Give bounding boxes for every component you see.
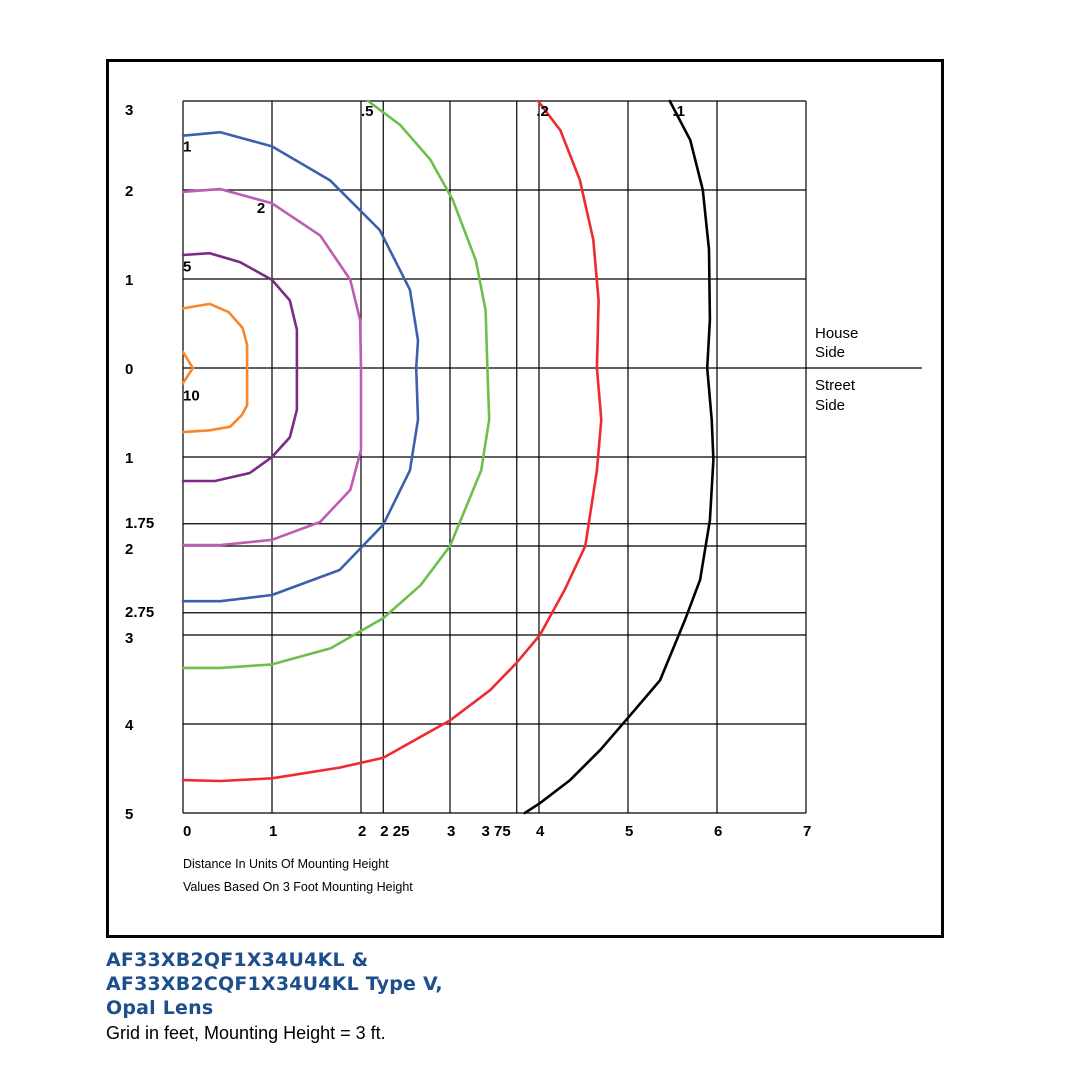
contour-label: 1	[183, 139, 191, 156]
x-axis-note: Values Based On 3 Foot Mounting Height	[183, 880, 413, 894]
street-side-label: Street	[815, 377, 856, 394]
y-tick-label: 1.75	[125, 515, 154, 532]
caption-title-line: Opal Lens	[106, 997, 214, 1019]
caption-subtitle: Grid in feet, Mounting Height = 3 ft.	[106, 1023, 386, 1043]
x-tick-label: 4	[536, 823, 545, 840]
y-tick-label: 1	[125, 272, 133, 289]
caption-title-line: AF33XB2QF1X34U4KL &	[106, 949, 369, 971]
y-tick-label: 5	[125, 806, 133, 823]
house-side-label: Side	[815, 344, 845, 361]
y-tick-label: 1	[125, 450, 133, 467]
contour-label: .1	[673, 103, 686, 120]
x-tick-label: 2	[358, 823, 366, 840]
x-axis-label: Distance In Units Of Mounting Height	[183, 857, 389, 871]
y-tick-label: 2	[125, 541, 133, 558]
contour-line-5	[181, 251, 299, 483]
x-tick-label: 0	[183, 823, 191, 840]
x-tick-label: 7	[803, 823, 811, 840]
caption-title-line: AF33XB2CQF1X34U4KL Type V,	[106, 973, 443, 995]
x-tick-label: 1	[269, 823, 277, 840]
contour-label: 2	[257, 200, 265, 217]
chart-frame	[106, 59, 944, 938]
x-tick-label: 5	[625, 823, 633, 840]
contour-line-1	[181, 130, 420, 603]
x-tick-label: 3	[447, 823, 455, 840]
contour-line-10	[181, 350, 195, 385]
y-tick-label: 3	[125, 630, 133, 647]
x-tick-label: 2 25	[380, 823, 409, 840]
contour-line-p2	[181, 99, 603, 783]
contour-line-10	[181, 302, 249, 434]
y-tick-label: 3	[125, 102, 133, 119]
y-tick-label: 2	[125, 183, 133, 200]
street-side-label: Side	[815, 397, 845, 414]
caption-title: AF33XB2QF1X34U4KL & AF33XB2CQF1X34U4KL T…	[106, 948, 443, 1020]
contour-label: .5	[361, 103, 374, 120]
house-side-label: House	[815, 325, 858, 342]
x-tick-label: 3 75	[482, 823, 511, 840]
contour-line-p1	[523, 99, 715, 815]
x-tick-label: 6	[714, 823, 722, 840]
contour-line-p5	[181, 99, 491, 670]
contour-label: 10	[183, 388, 200, 405]
contour-label: .2	[536, 103, 549, 120]
contour-line-2	[181, 187, 363, 547]
y-tick-label: 0	[125, 361, 133, 378]
contour-label: 5	[183, 259, 191, 276]
y-tick-label: 4	[125, 717, 134, 734]
y-tick-label: 2.75	[125, 604, 154, 621]
